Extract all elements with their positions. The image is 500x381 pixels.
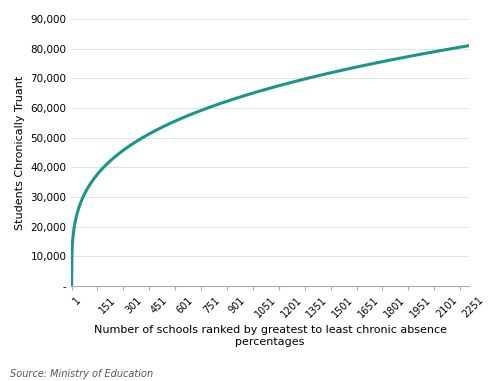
Text: Source: Ministry of Education: Source: Ministry of Education <box>10 369 153 379</box>
X-axis label: Number of schools ranked by greatest to least chronic absence
percentages: Number of schools ranked by greatest to … <box>94 325 446 347</box>
Y-axis label: Students Chronically Truant: Students Chronically Truant <box>15 75 25 230</box>
